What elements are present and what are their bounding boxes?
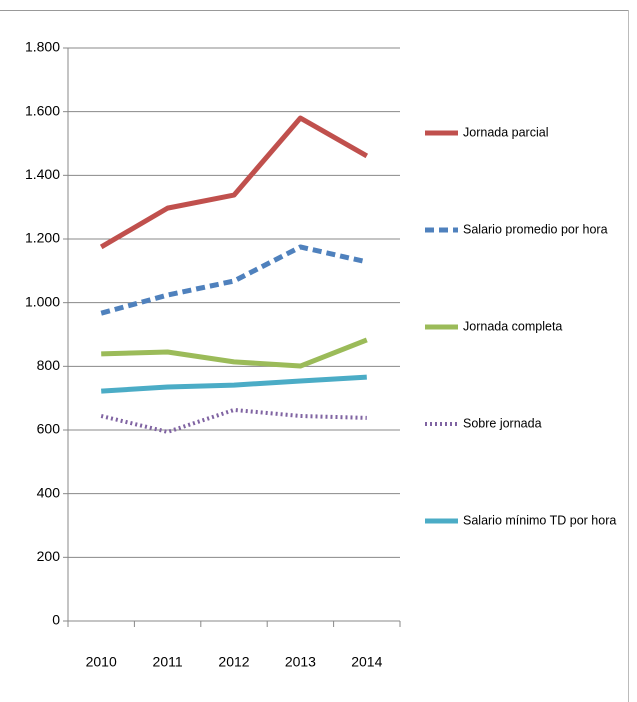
- y-tick-label: 1.400: [25, 166, 60, 182]
- y-tick-label: 400: [37, 484, 61, 500]
- y-tick-label: 1.000: [25, 293, 60, 309]
- x-tick-label: 2011: [153, 654, 183, 670]
- legend-label: Jornada parcial: [463, 125, 548, 139]
- y-tick-label: 0: [52, 612, 60, 628]
- x-tick-label: 2012: [218, 654, 249, 670]
- y-tick-label: 200: [37, 548, 61, 564]
- y-tick-label: 1.800: [25, 39, 60, 55]
- y-tick-label: 1.600: [25, 102, 60, 118]
- legend-label: Jornada completa: [463, 319, 562, 333]
- y-tick-label: 1.200: [25, 230, 60, 246]
- y-tick-label: 600: [37, 421, 61, 437]
- series-line: [99, 115, 369, 250]
- y-tick-label: 800: [37, 357, 61, 373]
- series-line: [101, 337, 368, 369]
- x-tick-label: 2014: [351, 654, 382, 670]
- series-line: [100, 244, 368, 316]
- x-tick-label: 2013: [285, 654, 316, 670]
- legend-label: Sobre jornada: [463, 416, 542, 430]
- legend-label: Salario promedio por hora: [463, 222, 608, 236]
- legend-label: Salario mínimo TD por hora: [463, 513, 616, 527]
- x-tick-label: 2010: [86, 654, 117, 670]
- series-line: [101, 374, 367, 394]
- series-line: [100, 407, 367, 434]
